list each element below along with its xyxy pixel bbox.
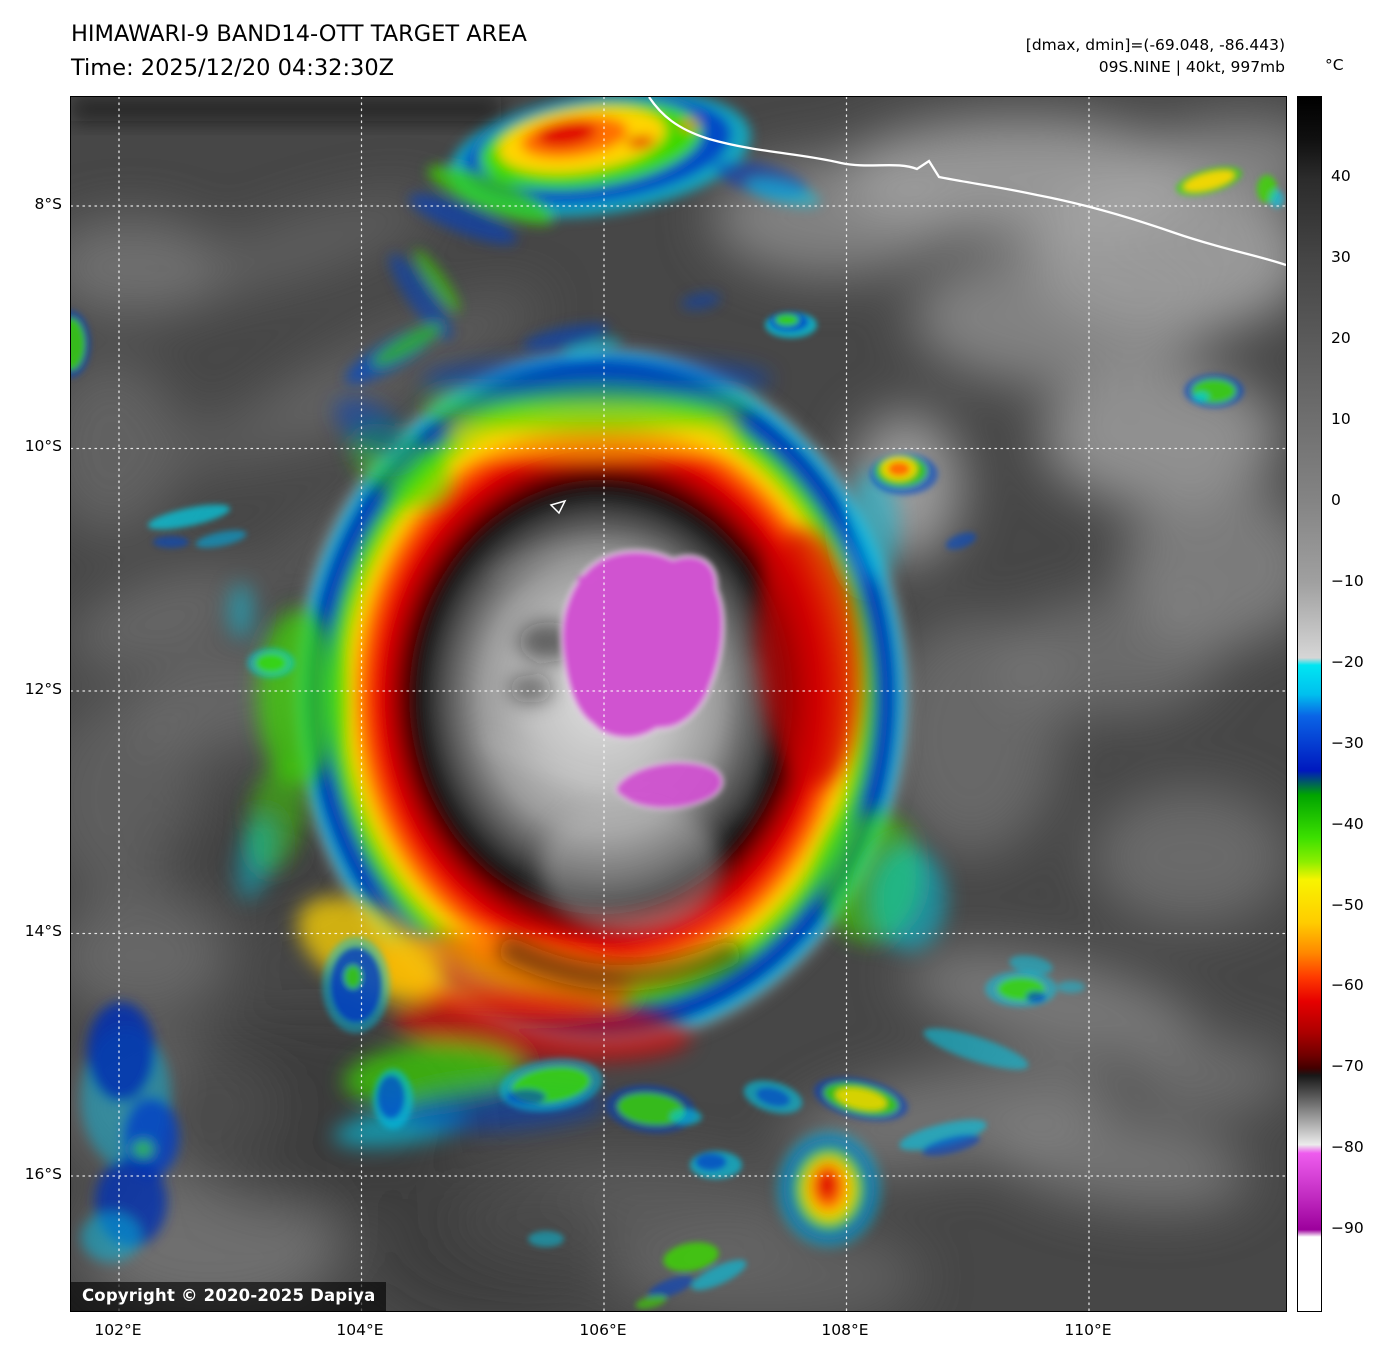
- graticule: [71, 97, 1286, 1311]
- dmax-dmin-label: [dmax, dmin]=(-69.048, -86.443): [1025, 36, 1285, 54]
- strong-cell-south: [777, 1131, 881, 1247]
- colorbar-tick-label: −20: [1331, 653, 1364, 671]
- coastline: [648, 97, 1286, 267]
- satellite-image: [71, 97, 1286, 1311]
- colorbar-tick-label: 0: [1331, 491, 1341, 509]
- convective-cluster-north: [345, 97, 820, 384]
- small-convective-cells: [71, 166, 1284, 1310]
- colorbar-tick-label: 40: [1331, 167, 1351, 185]
- colorbar-tick-label: −10: [1331, 572, 1364, 590]
- lon-axis-label: 108°E: [821, 1321, 869, 1339]
- lon-axis-label: 102°E: [94, 1321, 142, 1339]
- lat-axis-label: 12°S: [24, 680, 62, 698]
- colorbar-unit: °C: [1325, 56, 1344, 74]
- center-marker: [549, 499, 567, 515]
- copyright-overlay: Copyright © 2020-2025 Dapiya: [71, 1282, 387, 1311]
- colorbar-tick-label: −60: [1331, 976, 1364, 994]
- storm-info-label: 09S.NINE | 40kt, 997mb: [1098, 58, 1285, 76]
- lon-axis-label: 106°E: [579, 1321, 627, 1339]
- colorbar-tick-label: −70: [1331, 1057, 1364, 1075]
- colorbar-tick-label: 30: [1331, 248, 1351, 266]
- page-title: HIMAWARI-9 BAND14-OTT TARGET AREA: [71, 21, 527, 47]
- header-right-block: [dmax, dmin]=(-69.048, -86.443) 09S.NINE…: [1026, 34, 1285, 78]
- cold-cluster-southwest: [81, 1002, 179, 1262]
- top-edge-dark-band: [71, 97, 501, 121]
- colorbar-tick-label: −30: [1331, 734, 1364, 752]
- colorbar-tick-label: 20: [1331, 329, 1351, 347]
- timestamp-label: Time: 2025/12/20 04:32:30Z: [71, 55, 395, 81]
- lon-axis-label: 104°E: [336, 1321, 384, 1339]
- lat-axis-label: 8°S: [34, 195, 62, 213]
- colorbar-tick-label: −80: [1331, 1138, 1364, 1156]
- colorbar-tick-label: 10: [1331, 410, 1351, 428]
- colorbar-tick-label: −50: [1331, 896, 1364, 914]
- map-panel: Copyright © 2020-2025 Dapiya: [70, 96, 1287, 1312]
- colorbar-tick-label: −90: [1331, 1219, 1364, 1237]
- lat-axis-label: 14°S: [24, 922, 62, 940]
- colorbar-tick-label: −40: [1331, 815, 1364, 833]
- lat-axis-label: 16°S: [24, 1165, 62, 1183]
- cyclone-ring-asymmetry: [228, 357, 947, 1148]
- lat-axis-label: 10°S: [24, 437, 62, 455]
- tropical-cyclone: [228, 339, 947, 1148]
- colorbar: [1297, 96, 1322, 1312]
- lon-axis-label: 110°E: [1064, 1321, 1112, 1339]
